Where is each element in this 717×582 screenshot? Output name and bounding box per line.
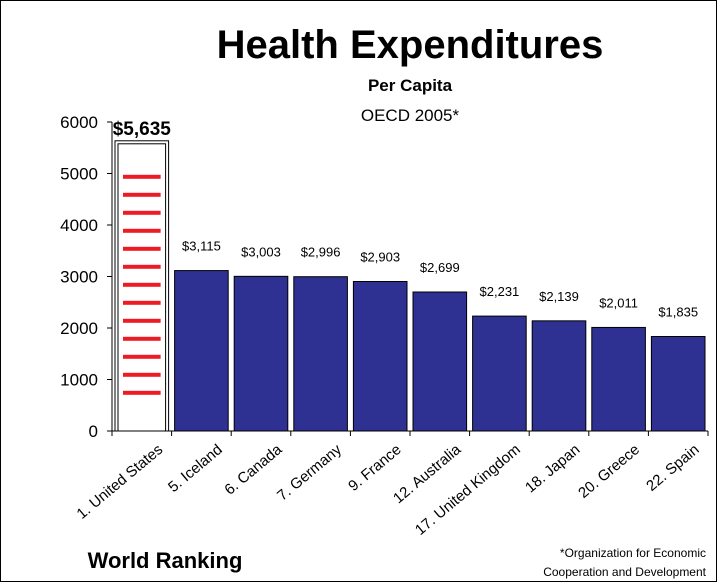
bar-value-label: $2,699	[420, 260, 460, 275]
y-tick-label: 2000	[60, 319, 98, 338]
bar-highlight-stripe	[123, 372, 161, 377]
x-group-label: World Ranking	[88, 548, 243, 573]
y-tick-label: 6000	[60, 113, 98, 132]
bar-value-label: $3,003	[241, 244, 281, 259]
x-tick-label: 22. Spain	[643, 441, 702, 495]
x-tick-label: 17. United Kingdom	[412, 441, 524, 539]
chart-title: Health Expenditures	[217, 23, 604, 67]
bar-highlight-stripe	[123, 174, 161, 179]
bar	[650, 335, 706, 432]
bar-highlight-stripe	[123, 390, 161, 395]
x-tick-label: 18. Japan	[522, 441, 583, 496]
x-tick-label: 5. Iceland	[165, 441, 226, 496]
bar	[412, 291, 468, 432]
bar-highlight-stripe	[123, 228, 161, 233]
bar-highlight-stripe	[123, 210, 161, 215]
bars-group: $5,635 $3,115 $3,003 $2,996 $2,903 $2,699 $2,2…	[113, 119, 706, 432]
footnote-line-1: *Organization for Economic	[560, 546, 706, 560]
bar-value-label: $2,139	[539, 289, 579, 304]
bar-highlight-stripe	[123, 246, 161, 251]
bar	[174, 270, 229, 432]
bar	[591, 326, 646, 432]
bar	[472, 315, 527, 432]
y-tick-label: 4000	[60, 216, 98, 235]
bar-highlight-stripe	[123, 354, 161, 359]
bar-highlight-stripe	[123, 264, 161, 269]
bar	[352, 280, 408, 432]
bar-highlight-stripe	[123, 300, 161, 305]
footnote-line-2: Cooperation and Development	[543, 565, 706, 579]
y-tick-label: 3000	[60, 268, 98, 287]
y-axis: 0 1000 2000 3000 4000 5000 6000	[60, 113, 113, 441]
x-tick-label: 7. Germany	[274, 441, 345, 505]
bar	[293, 276, 348, 432]
y-tick-label: 5000	[60, 165, 98, 184]
bar-highlight-stripe	[123, 282, 161, 287]
bar-value-label: $2,996	[301, 245, 341, 260]
bar-highlight-stripe	[123, 192, 161, 197]
bar	[233, 275, 289, 432]
bar-highlight-stripe	[123, 318, 161, 323]
chart-subtitle: Per Capita	[368, 76, 453, 95]
bar-value-label: $2,903	[360, 249, 400, 264]
bar	[531, 320, 587, 432]
y-tick-label: 1000	[60, 371, 98, 390]
x-tick-label: 9. France	[345, 441, 404, 495]
bar-value-label: $1,835	[658, 304, 698, 319]
bar-value-label: $5,635	[113, 119, 172, 140]
bar-value-label: $2,011	[599, 295, 638, 310]
x-tick-label: 1. United States	[73, 441, 166, 523]
chart-source-line: OECD 2005*	[361, 106, 460, 125]
y-tick-label: 0	[89, 422, 98, 441]
bar-value-label: $2,231	[480, 284, 520, 299]
bar-value-label: $3,115	[182, 239, 221, 254]
bar-highlight-stripe	[123, 336, 161, 341]
x-tick-label: 20. Greece	[575, 441, 643, 502]
